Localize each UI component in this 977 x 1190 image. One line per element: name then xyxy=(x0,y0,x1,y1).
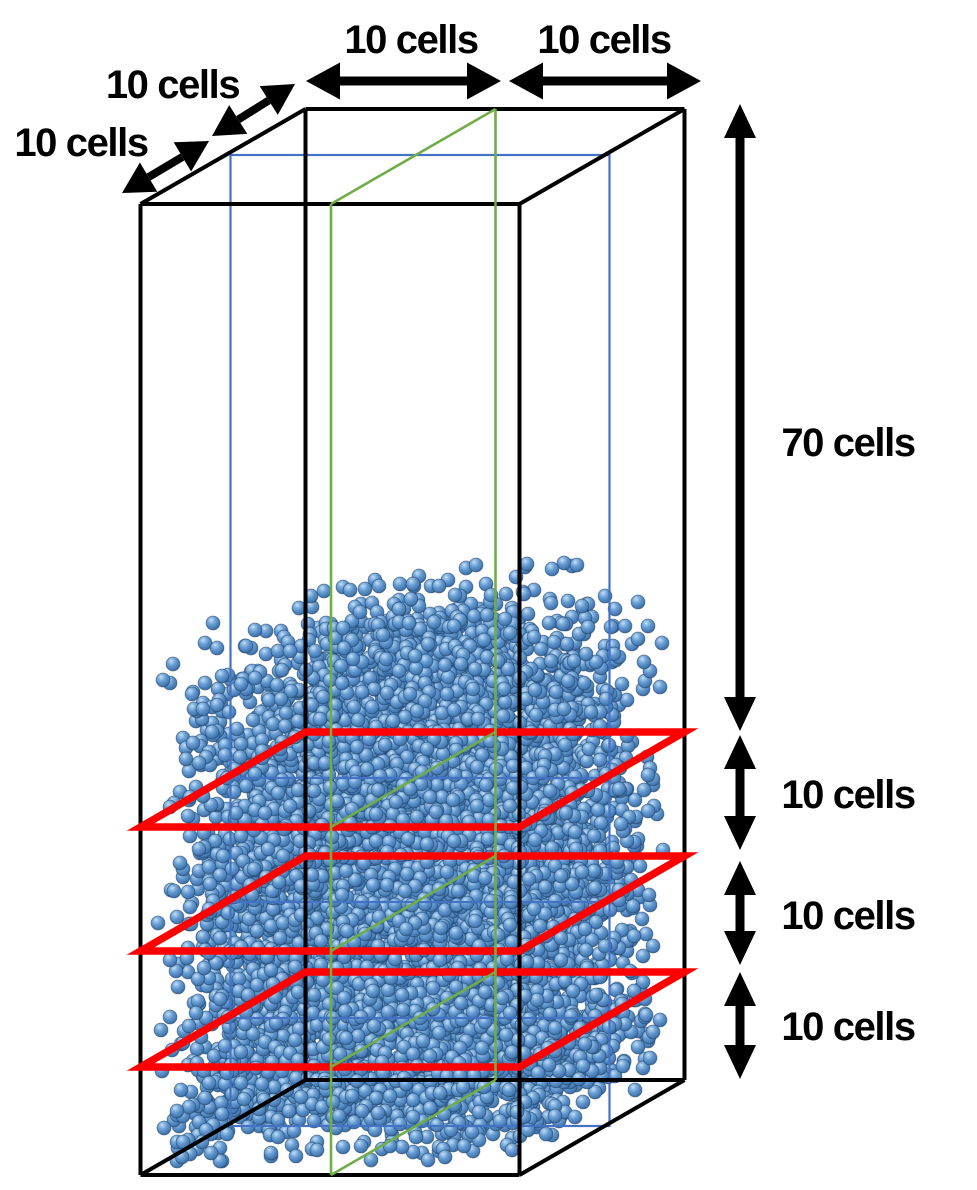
svg-text:10 cells: 10 cells xyxy=(537,18,671,62)
svg-text:10 cells: 10 cells xyxy=(106,63,240,107)
svg-text:10 cells: 10 cells xyxy=(344,18,478,62)
svg-text:10 cells: 10 cells xyxy=(781,894,915,938)
svg-text:70 cells: 70 cells xyxy=(781,421,915,465)
svg-text:10 cells: 10 cells xyxy=(14,121,148,165)
svg-text:10 cells: 10 cells xyxy=(781,773,915,817)
svg-text:10 cells: 10 cells xyxy=(781,1005,915,1049)
